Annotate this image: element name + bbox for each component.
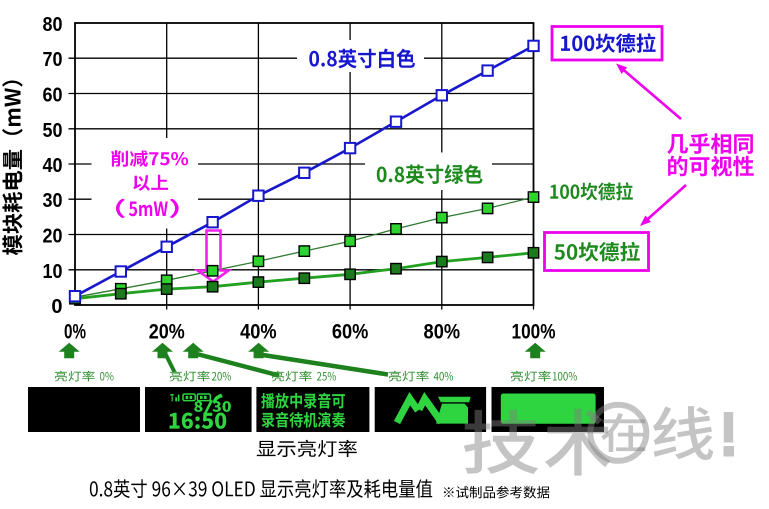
svg-text:40: 40	[43, 155, 63, 177]
svg-text:0%: 0%	[64, 321, 86, 344]
svg-text:60: 60	[43, 85, 63, 107]
svg-text:100%: 100%	[512, 321, 556, 344]
svg-text:30: 30	[43, 190, 63, 212]
svg-text:20: 20	[43, 226, 63, 248]
svg-text:50: 50	[43, 120, 63, 142]
svg-text:80%: 80%	[424, 321, 461, 344]
svg-text:10: 10	[43, 261, 63, 283]
svg-text:20%: 20%	[149, 321, 185, 344]
svg-text:40%: 40%	[240, 321, 277, 344]
svg-text:70: 70	[43, 49, 63, 71]
svg-text:80: 80	[43, 14, 63, 36]
svg-text:0: 0	[51, 296, 62, 318]
svg-text:60%: 60%	[332, 321, 369, 344]
